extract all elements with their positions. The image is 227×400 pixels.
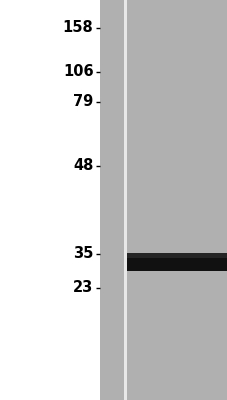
Text: 106: 106 — [63, 64, 93, 80]
Text: 158: 158 — [62, 20, 93, 36]
Text: 48: 48 — [73, 158, 93, 174]
Bar — [126, 253, 227, 258]
Text: 79: 79 — [73, 94, 93, 110]
Text: 23: 23 — [73, 280, 93, 296]
Bar — [126, 253, 227, 271]
Bar — [124, 0, 126, 400]
Bar — [100, 0, 227, 400]
Text: 35: 35 — [73, 246, 93, 262]
